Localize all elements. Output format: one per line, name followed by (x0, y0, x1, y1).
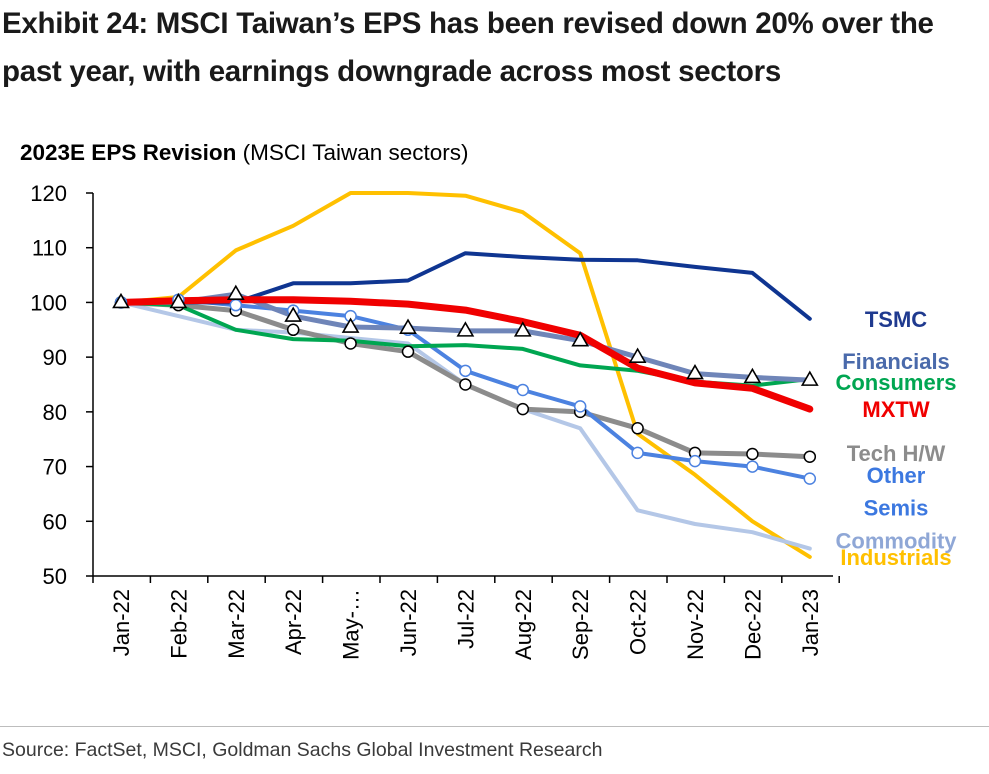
marker-semis (516, 383, 530, 397)
end-label-mxtw: MXTW (862, 397, 929, 422)
chart-axes: 50 60 70 80 90 100 110 120 Jan-22 Feb-22 Mar-22 Apr… (30, 181, 840, 660)
end-label-tech-h-w: Tech H/W (847, 441, 946, 466)
marker-semis (688, 454, 702, 468)
y-tick-label: 120 (30, 181, 67, 206)
x-tick-label: Nov-22 (683, 589, 708, 660)
marker-tech-h-w (746, 447, 759, 461)
marker-tech-h-w (344, 337, 357, 350)
marker-tech-h-w (803, 450, 817, 463)
marker-semis (459, 364, 472, 378)
marker-semis (631, 446, 644, 460)
end-label-semis: Semis (864, 496, 929, 521)
chart-series-markers (112, 284, 819, 485)
y-tick-label: 70 (43, 455, 67, 480)
series-line-commodity (119, 300, 812, 551)
series-line-mxtw (117, 296, 814, 413)
chart-subtitle-rest: (MSCI Taiwan sectors) (236, 140, 469, 165)
marker-tech-h-w (401, 345, 415, 358)
y-tick-label: 80 (43, 400, 67, 425)
marker-financials (112, 292, 130, 309)
end-label-commodity: Commodity (836, 528, 958, 553)
marker-financials (284, 306, 303, 322)
x-tick-label: Jun-22 (396, 589, 421, 656)
marker-semis (573, 400, 587, 413)
marker-financials (571, 331, 590, 347)
eps-revision-line-chart: 50 60 70 80 90 100 110 120 Jan-22 Feb-22 Mar-22 Apr… (30, 181, 957, 660)
chart-subtitle-bold: 2023E EPS Revision (20, 140, 237, 165)
end-label-tsmc: TSMC (865, 307, 927, 332)
series-line-industrials (119, 191, 812, 559)
x-tick-label: Feb-22 (166, 589, 191, 659)
marker-financials (686, 363, 704, 380)
y-tick-label: 90 (43, 345, 67, 370)
x-tick-label: Apr-22 (281, 589, 306, 655)
marker-tech-h-w (631, 422, 644, 435)
end-label-industrials: Industrials (840, 545, 951, 570)
marker-tech-h-w (516, 402, 530, 416)
marker-financials (399, 318, 417, 334)
end-label-other: Other (867, 463, 926, 488)
marker-financials (743, 367, 762, 384)
source-note: Source: FactSet, MSCI, Goldman Sachs Glo… (2, 739, 603, 761)
end-label-consumers: Consumers (835, 370, 956, 395)
x-tick-label: Aug-22 (511, 589, 536, 660)
marker-financials (513, 321, 532, 337)
x-tick-label: Mar-22 (224, 589, 249, 659)
marker-semis (746, 460, 759, 473)
x-tick-label: Dec-22 (740, 589, 765, 660)
marker-financials (169, 292, 188, 309)
y-tick-label: 100 (30, 290, 67, 315)
chart-subtitle: 2023E EPS Revision (MSCI Taiwan sectors) (20, 140, 469, 166)
x-tick-label: Jul-22 (453, 589, 478, 649)
x-tick-label: Jan-23 (798, 589, 823, 656)
marker-financials (800, 370, 819, 386)
x-tick-label: May-… (339, 589, 364, 660)
x-tick-label: Jan-22 (109, 589, 134, 656)
y-tick-label: 50 (43, 564, 67, 589)
marker-financials (456, 321, 475, 337)
marker-tech-h-w (286, 323, 300, 337)
marker-semis (229, 298, 243, 312)
footer-divider (0, 726, 989, 727)
end-label-financials: Financials (842, 349, 950, 374)
y-tick-label: 60 (43, 509, 67, 534)
x-tick-label: Oct-22 (626, 589, 651, 655)
y-tick-label: 110 (32, 236, 67, 261)
marker-financials (341, 317, 360, 333)
marker-semis (803, 472, 817, 485)
x-tick-label: Sep-22 (568, 589, 593, 660)
exhibit-title: Exhibit 24: MSCI Taiwan’s EPS has been r… (2, 7, 934, 88)
marker-tech-h-w (459, 378, 472, 391)
marker-financials (628, 347, 647, 363)
marker-financials (226, 284, 245, 301)
